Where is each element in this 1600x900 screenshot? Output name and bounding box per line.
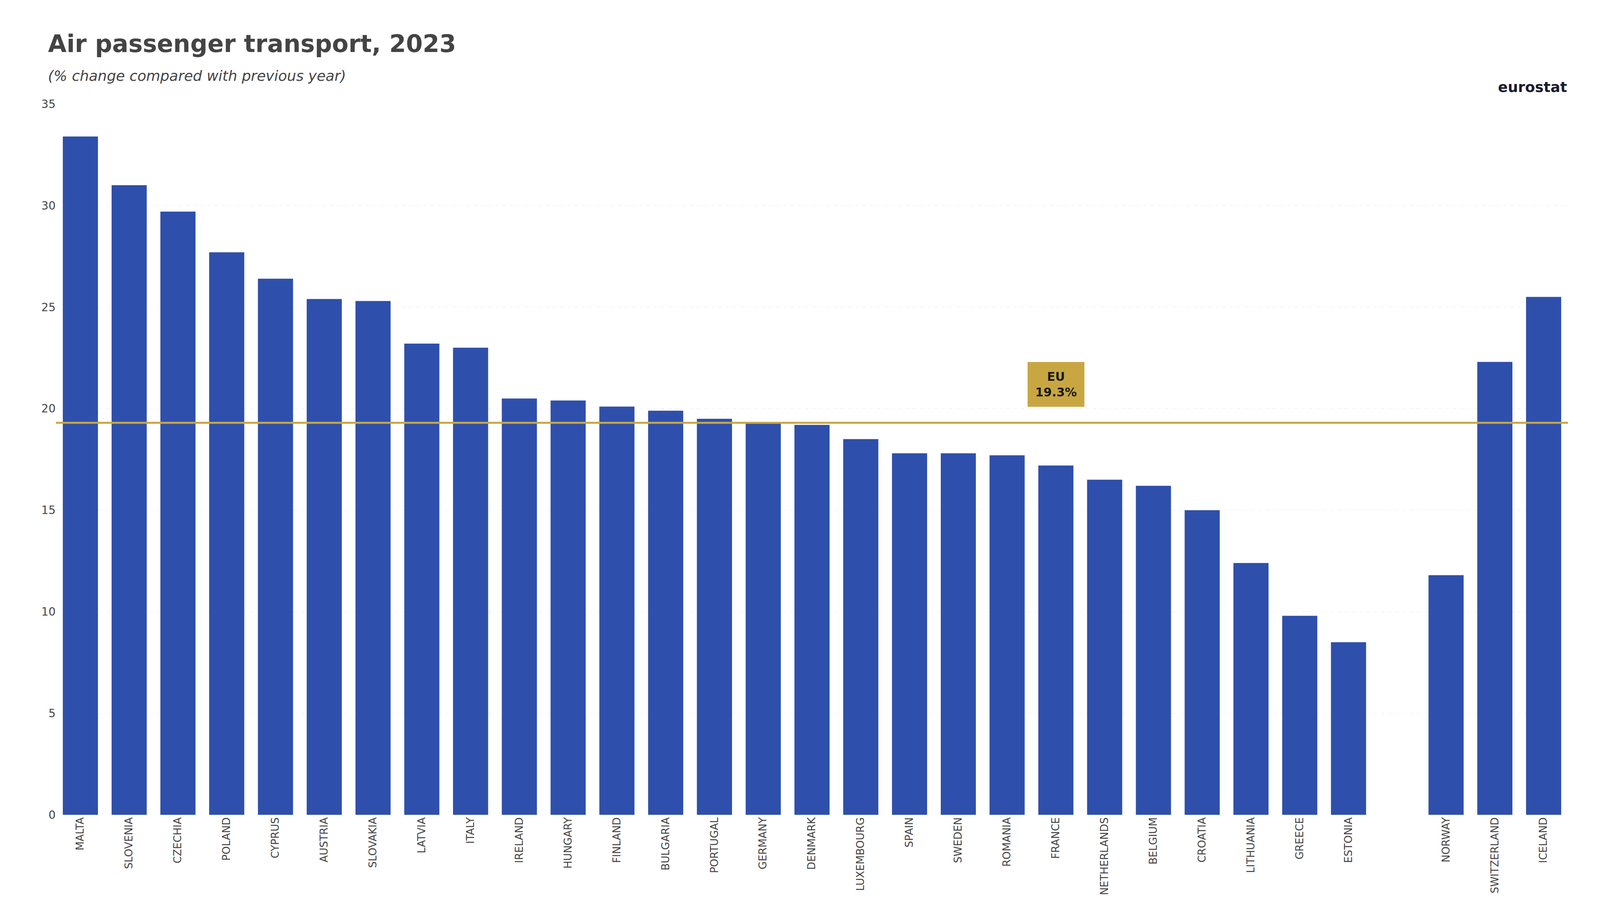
svg-text:25: 25 [41, 300, 56, 314]
svg-text:MALTA: MALTA [74, 817, 86, 851]
svg-text:EU19.3%: EU19.3% [1035, 369, 1077, 400]
svg-text:BULGARIA: BULGARIA [659, 817, 672, 871]
svg-text:DENMARK: DENMARK [805, 816, 818, 870]
svg-text:LUXEMBOURG: LUXEMBOURG [854, 817, 867, 891]
svg-text:FINLAND: FINLAND [610, 817, 623, 863]
svg-text:10: 10 [41, 605, 56, 619]
svg-text:CZECHIA: CZECHIA [171, 817, 184, 864]
svg-text:eurostat: eurostat [1498, 78, 1568, 96]
svg-text:(% change compared with previo: (% change compared with previous year) [48, 67, 346, 84]
svg-text:IRELAND: IRELAND [513, 817, 526, 864]
svg-text:ESTONIA: ESTONIA [1342, 817, 1355, 863]
svg-text:NETHERLANDS: NETHERLANDS [1098, 817, 1111, 896]
svg-text:Air passenger transport, 2023: Air passenger transport, 2023 [48, 29, 456, 58]
svg-text:ROMANIA: ROMANIA [1000, 817, 1013, 867]
svg-text:BELGIUM: BELGIUM [1147, 817, 1160, 865]
svg-text:30: 30 [41, 199, 56, 213]
svg-text:ITALY: ITALY [464, 817, 477, 844]
svg-text:5: 5 [48, 706, 56, 720]
svg-text:SWEDEN: SWEDEN [952, 817, 964, 864]
svg-text:CROATIA: CROATIA [1196, 817, 1208, 863]
svg-text:NORWAY: NORWAY [1440, 817, 1452, 863]
svg-text:HUNGARY: HUNGARY [562, 817, 574, 869]
svg-text:FRANCE: FRANCE [1049, 817, 1062, 859]
svg-text:GREECE: GREECE [1293, 817, 1306, 860]
svg-text:15: 15 [41, 503, 56, 517]
svg-text:LITHUANIA: LITHUANIA [1244, 817, 1257, 874]
svg-text:LATVIA: LATVIA [415, 817, 428, 854]
svg-text:35: 35 [41, 97, 56, 111]
svg-text:20: 20 [41, 402, 56, 416]
svg-text:SPAIN: SPAIN [903, 817, 916, 848]
svg-text:AUSTRIA: AUSTRIA [318, 817, 330, 863]
svg-text:SLOVENIA: SLOVENIA [122, 817, 135, 869]
svg-text:SLOVAKIA: SLOVAKIA [366, 817, 379, 868]
svg-text:0: 0 [48, 808, 56, 822]
svg-text:CYPRUS: CYPRUS [269, 817, 282, 859]
svg-text:PORTUGAL: PORTUGAL [708, 817, 721, 874]
svg-text:SWITZERLAND: SWITZERLAND [1488, 817, 1501, 894]
svg-text:GERMANY: GERMANY [757, 817, 770, 870]
svg-text:POLAND: POLAND [220, 817, 233, 861]
svg-text:ICELAND: ICELAND [1537, 817, 1550, 864]
